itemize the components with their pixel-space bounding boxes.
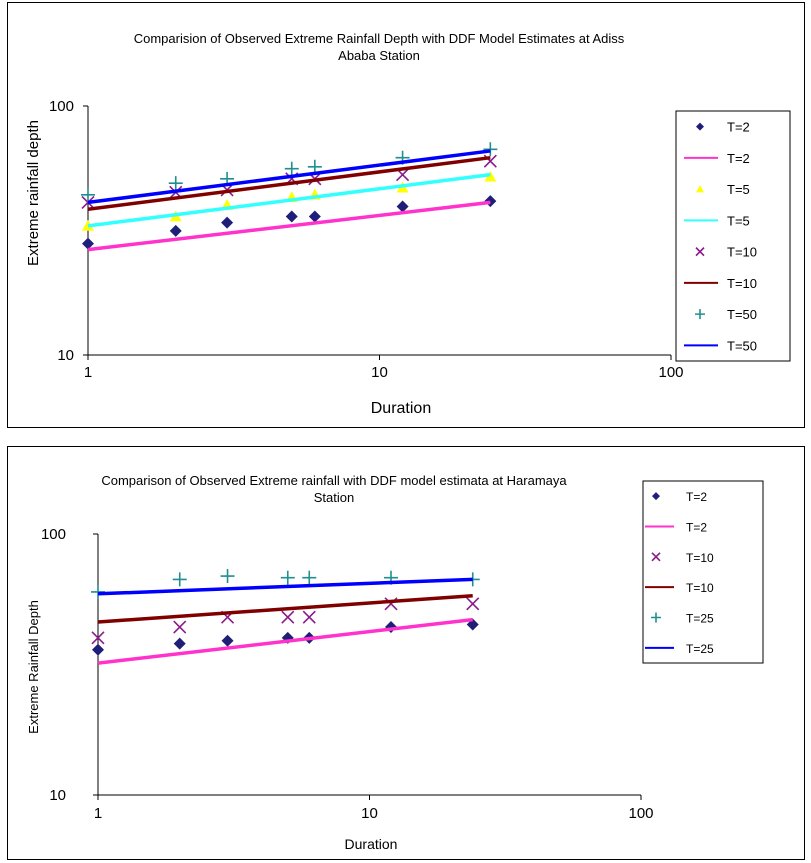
chart-1-x-tick-label: 10 [371,364,388,381]
chart-2-y-tick-label: 100 [41,526,66,543]
chart-1-fit-line-t-5 [87,172,491,228]
chart-2-title-line-1: Comparison of Observed Extreme rainfall … [101,473,567,488]
chart-1-legend-label: T=10 [727,276,757,291]
chart-2-y-tick-label: 10 [49,787,66,804]
chart-1-y-tick-label: 100 [49,98,74,115]
chart-1-y-tick-label: 10 [57,347,74,364]
chart-1-title-line-2: Ababa Station [338,48,420,63]
chart-2-haramaya: Comparison of Observed Extreme rainfall … [26,473,764,852]
chart-1-point-t-2 [169,224,182,237]
chart-1-point-t-2 [308,210,321,223]
chart-1-point-t-2 [396,200,409,213]
chart-2-point-t-10 [466,597,480,611]
chart-2-legend [642,480,764,664]
chart-2-x-tick-label: 100 [628,805,653,822]
chart-2-legend-marker-t-2 [652,492,660,501]
chart-1-point-t-50 [168,176,183,191]
chart-1-legend-marker-t-10 [695,247,705,257]
chart-1-plot-area: 10 100 1 10 100 [49,98,684,381]
chart-1-fit-line-t-50 [87,149,491,205]
chart-1-point-t-2 [82,237,94,250]
chart-1-x-tick-label: 1 [84,364,92,381]
chart-1-frame: Comparision of Observed Extreme Rainfall… [7,2,805,428]
chart-1-point-t-50 [483,142,498,157]
chart-1-legend-items: T=2 T=2 T=5 T=5 T=10 T=10 T=50 T=50 [684,120,757,353]
chart-1-point-t-2 [221,216,234,229]
chart-2-point-t-10 [91,631,105,645]
chart-2-legend-label: T=10 [686,581,714,595]
chart-2-legend-label: T=2 [686,521,707,535]
chart-1-point-t-2 [285,210,298,223]
chart-1-legend-marker-t-5 [696,185,704,193]
chart-2-fit-line-t-10 [97,593,473,624]
chart-2-plot-area: 10 100 1 10 100 [41,526,654,822]
chart-1-point-t-10 [81,195,95,209]
chart-2-title-line-2: Station [314,490,354,505]
chart-1-fit-line-t-10 [87,155,491,211]
chart-2-point-t-2 [221,634,234,647]
chart-1-point-t-50 [307,159,322,174]
chart-1-point-t-2 [484,195,497,208]
chart-1-addis-ababa: Comparision of Observed Extreme Rainfall… [25,31,791,417]
chart-2-point-t-25 [172,572,187,587]
chart-2-legend-marker-t-25 [651,612,661,623]
chart-1-legend-label: T=50 [727,307,757,322]
chart-1-legend-label: T=5 [727,182,750,197]
chart-1-x-axis-label: Duration [371,400,431,417]
chart-2-frame: Comparison of Observed Extreme rainfall … [7,446,805,860]
chart-1-y-axis-label: Extreme rainfall depth [25,120,42,266]
chart-1-point-t-50 [284,161,299,176]
chart-2-point-t-2 [92,643,104,656]
chart-1-title-line-1: Comparision of Observed Extreme Rainfall… [134,31,625,46]
chart-1-legend-label: T=2 [727,120,750,135]
chart-1-legend-label: T=50 [727,338,757,353]
chart-2-legend-label: T=25 [686,612,714,626]
chart-1-legend-marker-t-50 [695,309,705,320]
chart-2-legend-label: T=2 [686,490,707,504]
chart-2-legend-items: T=2 T=2 T=10 T=10 T=25 T=25 [645,490,714,656]
chart-2-point-t-10 [302,610,316,624]
chart-1-legend-marker-t-2 [696,122,704,131]
chart-2-point-t-25 [220,569,235,584]
chart-2-legend-label: T=25 [686,642,714,656]
chart-1-point-t-50 [81,187,95,202]
chart-2-fit-line-t-2 [97,617,473,665]
chart-2-x-tick-label: 1 [94,805,102,822]
chart-1-legend-label: T=5 [727,213,750,228]
chart-2-legend-label: T=10 [686,551,714,565]
chart-2-x-tick-label: 10 [361,805,378,822]
chart-2-point-t-25 [302,570,317,585]
chart-1-legend-label: T=2 [727,151,750,166]
chart-1-fit-line-t-2 [87,200,491,252]
chart-1-legend-label: T=10 [727,245,757,260]
chart-2-fit-line-t-25 [97,577,473,596]
chart-2-legend-marker-t-10 [651,552,661,562]
chart-2-y-axis-label: Extreme Rainfall Depth [26,600,41,734]
chart-2-point-t-10 [281,610,295,624]
chart-1-legend [675,110,791,362]
chart-1-x-tick-label: 100 [658,364,683,381]
chart-2-point-t-10 [173,620,187,634]
chart-2-point-t-2 [173,637,186,650]
chart-2-point-t-25 [280,570,295,585]
chart-2-x-axis-label: Duration [345,836,398,852]
